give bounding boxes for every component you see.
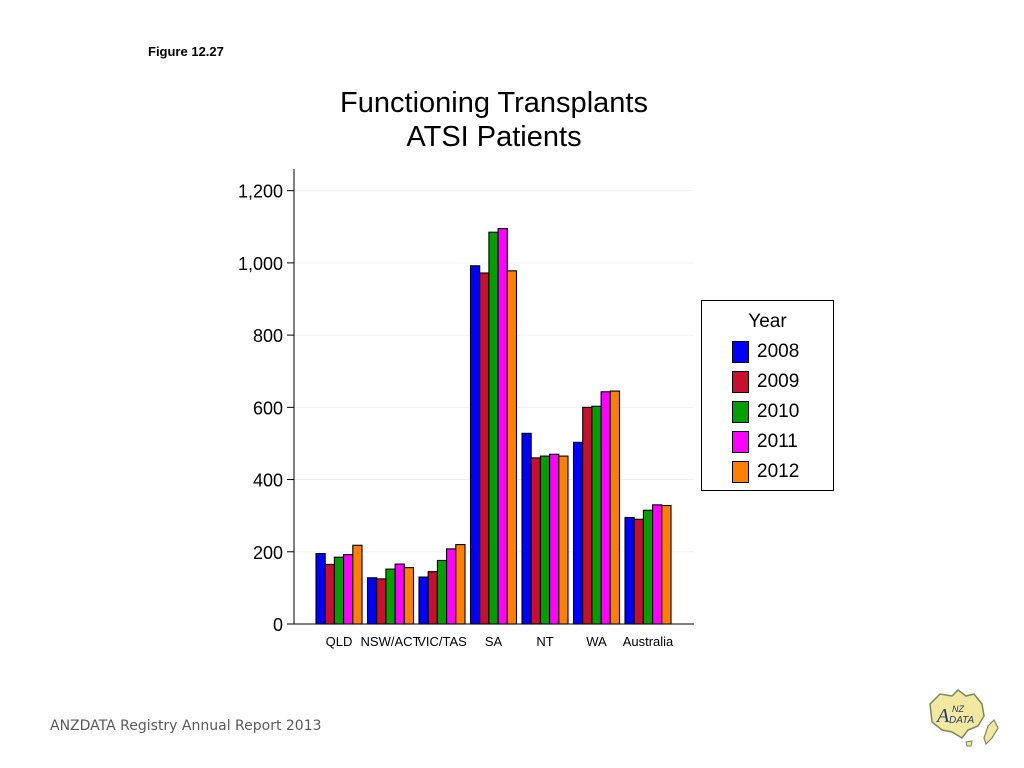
bar — [394, 563, 405, 625]
bar — [469, 265, 481, 625]
bar — [352, 544, 363, 625]
chart-title-line-1: Functioning Transplants — [340, 87, 648, 119]
svg-text:DATA: DATA — [949, 715, 975, 726]
legend-label: 2011 — [757, 431, 798, 452]
legend-title: Year — [748, 311, 787, 332]
bar — [661, 505, 672, 625]
legend: Year 2008 2009 2010 2011 2012 — [701, 300, 834, 491]
y-tick-label: 1,000 — [238, 254, 283, 274]
bar — [376, 578, 387, 625]
bar — [488, 231, 499, 625]
bar — [446, 548, 457, 625]
svg-text:A: A — [935, 705, 950, 727]
bar — [418, 576, 429, 625]
legend-swatch — [732, 431, 749, 453]
bar — [530, 457, 541, 625]
y-tick-label: 600 — [253, 398, 283, 418]
bar — [609, 390, 621, 625]
figure-label: Figure 12.27 — [148, 44, 224, 59]
bar — [333, 556, 345, 625]
bar — [385, 568, 396, 625]
chart-title: Functioning Transplants ATSI Patients — [294, 86, 694, 154]
legend-swatch — [732, 461, 749, 483]
bar — [455, 544, 466, 625]
bar — [591, 405, 602, 625]
x-tick-label: NSW/ACT — [361, 634, 421, 649]
bar — [582, 406, 593, 625]
svg-text:NZ: NZ — [952, 704, 964, 714]
y-tick-label: 400 — [253, 471, 283, 491]
legend-label: 2012 — [757, 461, 800, 482]
bar — [633, 518, 644, 625]
bar — [558, 455, 569, 625]
y-tick-label: 0 — [273, 615, 283, 635]
bar — [315, 553, 326, 625]
bar — [436, 559, 448, 625]
x-tick-label: Australia — [623, 634, 674, 649]
bar — [624, 516, 635, 625]
bar — [403, 567, 415, 625]
bar — [642, 509, 654, 625]
bar — [343, 554, 354, 625]
x-tick-label: VIC/TAS — [417, 634, 467, 649]
x-tick-label: QLD — [326, 634, 353, 649]
bar — [324, 563, 335, 625]
y-tick-label: 800 — [253, 326, 283, 346]
x-tick-label: NT — [536, 634, 553, 649]
bar — [549, 453, 560, 625]
legend-label: 2008 — [757, 341, 800, 362]
legend-swatch — [732, 371, 749, 393]
y-tick-label: 200 — [253, 543, 283, 563]
bar — [366, 577, 378, 625]
bar — [506, 270, 518, 625]
x-tick-label: SA — [485, 634, 503, 649]
bar — [521, 432, 532, 625]
footer-text: ANZDATA Registry Annual Report 2013 — [50, 718, 322, 734]
legend-swatch — [732, 341, 749, 363]
bar — [600, 391, 611, 625]
bar — [497, 228, 508, 625]
x-tick-label: WA — [586, 634, 607, 649]
legend-label: 2009 — [757, 371, 800, 392]
legend-swatch — [732, 401, 749, 423]
legend-label: 2010 — [757, 401, 800, 422]
bar — [572, 441, 584, 625]
bar — [479, 272, 490, 625]
bar — [652, 504, 663, 625]
chart-title-line-2: ATSI Patients — [406, 121, 582, 153]
anzdata-logo: A NZ DATA — [929, 689, 999, 747]
y-tick-label: 1,200 — [238, 182, 283, 202]
bar — [427, 571, 438, 625]
bar — [539, 455, 551, 625]
